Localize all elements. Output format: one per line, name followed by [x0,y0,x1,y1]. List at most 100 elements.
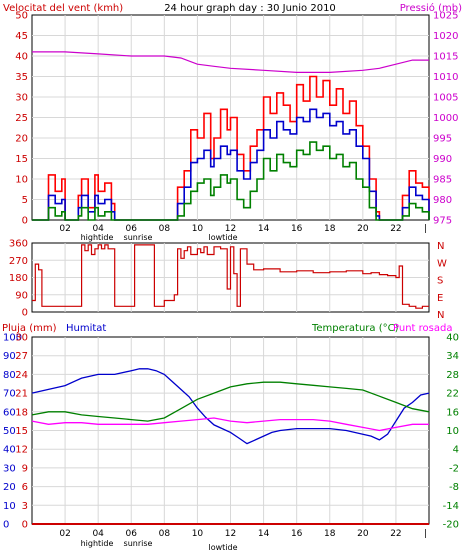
humidity-tick-label: 60 [3,407,16,418]
x-tick-label: 12 [225,529,236,539]
rain-tick-label: 12 [15,445,28,456]
pressure-tick-label: 980 [433,195,452,206]
rain-tick-label: 21 [15,389,28,400]
wind-tick-label: 40 [15,52,28,63]
humidity-axis-label: Humitat [66,323,106,334]
direction-tick-label: 90 [15,290,28,301]
series-average [32,108,430,221]
series-gust [32,75,430,221]
direction-y-axis: 0 90 180 270 360 [9,239,28,319]
wind-tick-label: 45 [15,31,28,42]
humidity-tick-label: 10 [3,501,16,512]
series-direction [32,244,429,309]
temperature-tick-label: 28 [446,370,459,381]
pressure-tick-label: 985 [433,175,452,186]
wind-tick-label: 10 [15,175,28,186]
x-tick-label: 04 [92,529,104,539]
lowtide-label-bottom: lowtide [208,543,237,552]
x-tick-label: 04 [92,224,104,234]
pressure-tick-label: 1020 [433,31,458,42]
temperature-tick-label: 40 [446,333,459,344]
compass-label: W [437,258,447,269]
humidity-tick-label: 80 [3,370,16,381]
x-tick-label: 16 [291,529,303,539]
x-tick-label: 22 [390,529,401,539]
series-pressure [32,51,429,73]
temperature-tick-label: -2 [449,463,459,474]
rain-tick-label: 3 [22,501,28,512]
temperature-tick-label: 22 [446,389,459,400]
wind-x-axis: 02 04 06 08 10 12 14 16 18 20 22 | [59,224,427,234]
x-tick-label: 18 [324,224,336,234]
pressure-y-axis: 975 980 985 990 995 1000 1005 1010 1015 1020 1025 [433,11,458,227]
pressure-tick-label: 1010 [433,72,458,83]
series-dewpoint [31,417,429,432]
x-tick-label: 14 [258,224,270,234]
hightide-label-bottom: hightide [81,539,114,548]
pressure-axis-label: Pressió (mb) [400,2,462,14]
series-minimum [32,141,430,221]
wind-speed-axis-label: Velocitat del vent (kmh) [3,3,123,14]
rain-tick-label: 27 [15,351,28,362]
climate-grid [32,337,429,524]
x-tick-label: 20 [357,529,369,539]
temperature-tick-label: 16 [446,407,459,418]
hightide-label-top: hightide [81,233,114,242]
pressure-tick-label: 1000 [433,113,458,124]
wind-tick-label: 0 [22,216,28,227]
x-tick-label: 18 [324,529,336,539]
x-tick-label: 16 [291,224,303,234]
temperature-tick-label: -14 [443,501,459,512]
x-tick-label: 08 [159,224,171,234]
compass-label: N [437,310,444,321]
compass-label: N [437,241,444,252]
x-tick-label: 10 [192,224,204,234]
pressure-tick-label: 1005 [433,93,458,104]
x-tick-label: 10 [192,529,204,539]
pressure-tick-label: 995 [433,134,452,145]
humidity-tick-label: 70 [3,389,16,400]
wind-y-axis: 0 5 10 15 20 25 30 35 40 45 50 [15,11,28,227]
temperature-tick-label: -8 [449,482,459,493]
humidity-tick-label: 100 [3,333,22,344]
x-tick-label: 02 [59,224,70,234]
sunrise-label-top: sunrise [124,233,153,242]
rain-tick-label: 6 [22,482,28,493]
humidity-tick-label: 30 [3,463,16,474]
pressure-tick-label: 1015 [433,52,458,63]
rain-tick-label: 24 [15,370,28,381]
x-tick-label: 06 [126,224,138,234]
compass-label: E [437,293,443,304]
wind-series [32,51,430,221]
direction-tick-label: 270 [9,256,28,267]
wind-tick-label: 15 [15,154,28,165]
temperature-tick-label: 34 [446,351,459,362]
temperature-tick-label: -20 [443,520,459,531]
rain-humidity-y-axis: 0 10 20 30 40 50 60 70 80 90 100 0 3 6 9 12 15 18 21 24 27 30 [3,333,28,531]
direction-series [32,244,429,309]
pressure-tick-label: 990 [433,154,452,165]
temperature-tick-label: 10 [446,426,459,437]
wind-tick-label: 50 [15,11,28,22]
rain-axis-label: Pluja (mm) [2,323,57,334]
sunrise-label-bottom: sunrise [124,539,153,548]
x-tick-label: | [424,224,427,234]
wind-tick-label: 20 [15,134,28,145]
humidity-tick-label: 50 [3,426,16,437]
climate-series [31,368,430,525]
wind-tick-label: 25 [15,113,28,124]
wind-tick-label: 30 [15,93,28,104]
humidity-tick-label: 20 [3,482,16,493]
climate-x-axis: 02 04 06 08 10 12 14 16 18 20 22 | [59,529,427,539]
x-tick-label: 22 [390,224,401,234]
humidity-tick-label: 40 [3,445,16,456]
direction-tick-label: 180 [9,273,28,284]
rain-tick-label: 0 [22,520,28,531]
series-humidity [31,368,430,445]
x-tick-label: 12 [225,224,236,234]
compass-label: S [437,276,443,287]
rain-tick-label: 18 [15,407,28,418]
wind-tick-label: 5 [22,195,28,206]
rain-tick-label: 30 [15,333,28,344]
